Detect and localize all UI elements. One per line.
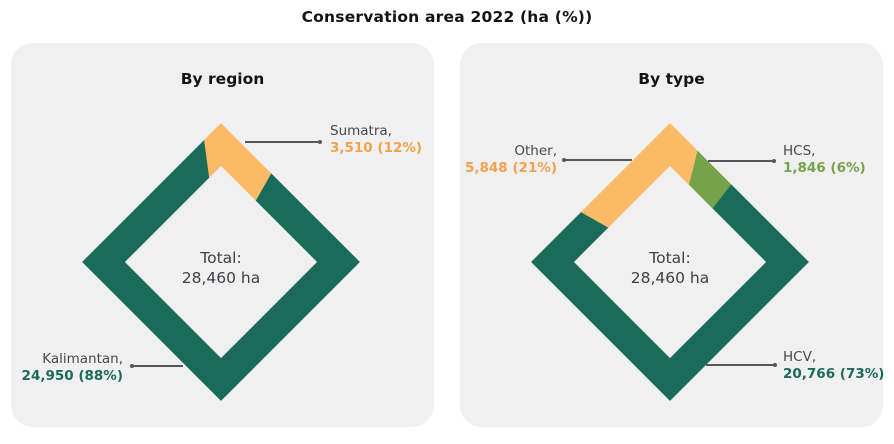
callout-sumatra-value: 3,510 (12%) [330, 140, 423, 156]
page-title: Conservation area 2022 (ha (%)) [301, 8, 593, 26]
leader-line-kalimantan [130, 364, 183, 368]
leader-line-sumatra [245, 140, 322, 144]
callout-hcs-value: 1,846 (6%) [783, 160, 866, 176]
donut-segment-hcv [531, 183, 809, 401]
callout-sumatra: Sumatra, 3,510 (12%) [330, 123, 422, 157]
panel-by-region: By region Total: 28,460 ha Sumatra, 3,51… [11, 43, 434, 427]
donut-segment-sumatra [204, 123, 272, 201]
callout-other-value: 5,848 (21%) [464, 160, 557, 176]
chart-center-total-type: Total: 28,460 ha [570, 248, 770, 288]
leader-line-other [562, 158, 632, 162]
diamond-donut-chart-by-region [82, 123, 360, 401]
donut-segment-hcs [688, 150, 732, 209]
leader-line-hcv [706, 363, 777, 367]
total-label: Total: [649, 249, 691, 267]
chart-heading-by-region: By region [180, 70, 265, 88]
callout-sumatra-name: Sumatra, [330, 123, 392, 139]
total-value: 28,460 ha [630, 269, 710, 287]
chart-center-total-region: Total: 28,460 ha [121, 248, 321, 288]
callout-other: Other, 5,848 (21%) [465, 143, 557, 177]
total-value: 28,460 ha [181, 269, 261, 287]
diamond-donut-chart-by-type [531, 123, 809, 401]
leader-line-hcs [708, 159, 776, 163]
callout-hcs: HCS, 1,846 (6%) [783, 143, 866, 177]
callout-hcv-name: HCV, [783, 349, 817, 365]
callout-kalimantan: Kalimantan, 24,950 (88%) [22, 351, 123, 385]
chart-heading-by-type: By type [638, 70, 705, 88]
callout-hcv: HCV, 20,766 (73%) [783, 349, 884, 383]
donut-segment-other [580, 123, 699, 228]
callout-other-name: Other, [514, 143, 557, 159]
callout-kalimantan-name: Kalimantan, [42, 351, 123, 367]
panel-by-type: By type Total: 28,460 ha Other, 5,848 (2… [460, 43, 884, 427]
total-label: Total: [200, 249, 242, 267]
callout-kalimantan-value: 24,950 (88%) [21, 368, 123, 384]
callout-hcv-value: 20,766 (73%) [783, 366, 885, 382]
callout-hcs-name: HCS, [783, 143, 816, 159]
